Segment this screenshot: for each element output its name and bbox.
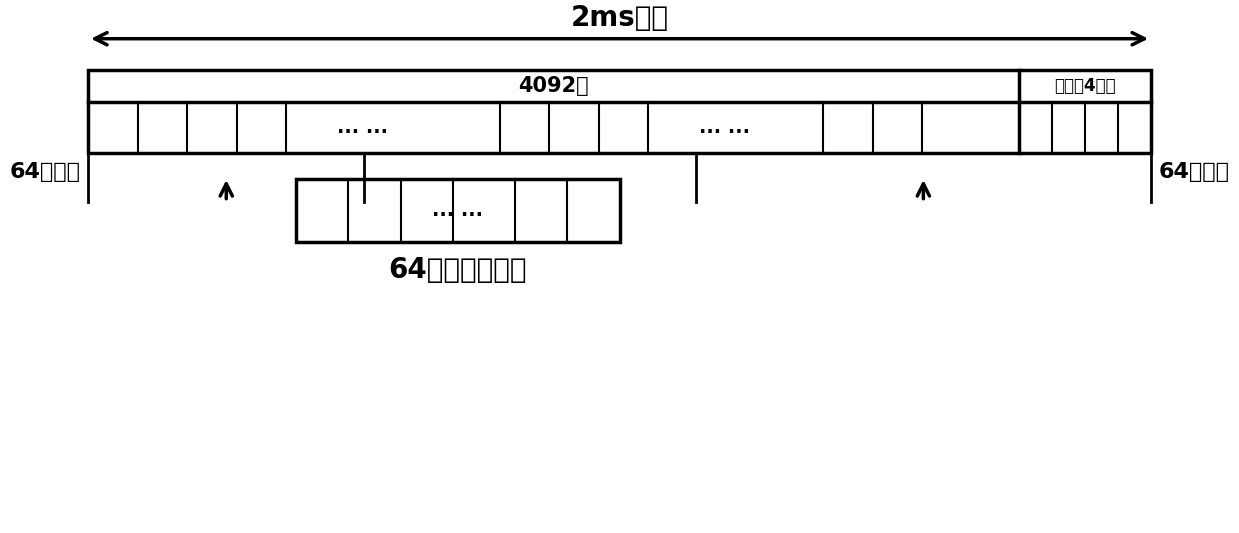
Text: 2ms数据: 2ms数据 bbox=[571, 4, 669, 32]
Text: ... ...: ... ... bbox=[699, 118, 750, 137]
Text: 64点累加: 64点累加 bbox=[10, 162, 81, 182]
Bar bbox=[88, 70, 1151, 153]
Text: 64点降采样数据: 64点降采样数据 bbox=[389, 256, 527, 284]
Text: ... ...: ... ... bbox=[432, 201, 483, 220]
Text: ... ...: ... ... bbox=[337, 118, 388, 137]
Text: 4092点: 4092点 bbox=[518, 76, 589, 96]
Text: 补零（4点）: 补零（4点） bbox=[1054, 77, 1115, 95]
Text: 64点累加: 64点累加 bbox=[1158, 162, 1229, 182]
Bar bbox=[296, 179, 620, 243]
